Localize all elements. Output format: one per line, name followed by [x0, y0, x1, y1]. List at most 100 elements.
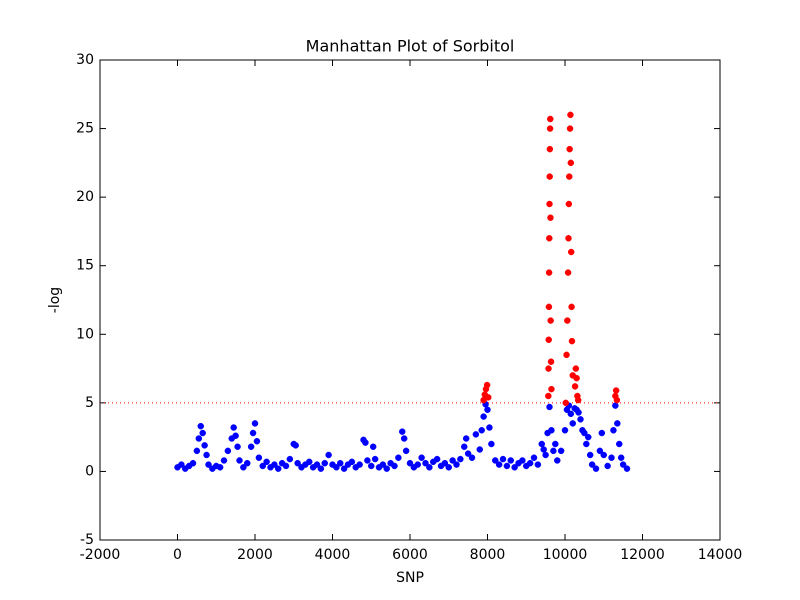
- point: [240, 464, 247, 471]
- point: [616, 440, 623, 448]
- point: [548, 427, 555, 434]
- point: [253, 438, 261, 445]
- point: [566, 173, 573, 180]
- point: [596, 447, 604, 455]
- point: [588, 461, 596, 468]
- point: [495, 461, 503, 468]
- point: [453, 461, 460, 468]
- point: [574, 396, 582, 404]
- point: [586, 451, 594, 459]
- point: [216, 464, 224, 471]
- point: [598, 429, 606, 437]
- point: [583, 440, 590, 448]
- point: [484, 406, 491, 413]
- point: [545, 336, 552, 344]
- point: [464, 450, 472, 457]
- point: [337, 459, 344, 467]
- point: [545, 303, 553, 311]
- point: [507, 457, 514, 464]
- point: [548, 385, 555, 393]
- point: [562, 399, 570, 407]
- point: [462, 435, 470, 442]
- point: [220, 457, 228, 464]
- x-tick-label: 6000: [392, 547, 428, 563]
- point: [545, 392, 552, 400]
- point: [364, 457, 371, 464]
- point: [286, 455, 294, 463]
- point: [422, 459, 429, 467]
- x-tick-label: 2000: [237, 547, 273, 563]
- point: [483, 381, 491, 389]
- point: [554, 457, 561, 464]
- point: [585, 433, 592, 441]
- y-tick-label: -5: [80, 532, 94, 548]
- point: [563, 351, 570, 359]
- point: [581, 429, 588, 437]
- point: [614, 420, 621, 427]
- point: [552, 440, 559, 448]
- point: [478, 427, 485, 434]
- point: [575, 409, 582, 416]
- point: [426, 464, 433, 471]
- point: [485, 394, 492, 401]
- point: [406, 459, 414, 467]
- point: [199, 429, 206, 437]
- point: [259, 462, 266, 470]
- point: [472, 431, 480, 438]
- point: [564, 269, 572, 276]
- point: [234, 443, 241, 450]
- point: [565, 235, 572, 242]
- x-tick-label: -2000: [80, 547, 121, 563]
- x-tick-label: 12000: [620, 547, 665, 563]
- point: [568, 337, 576, 345]
- point: [566, 145, 573, 153]
- point: [402, 447, 410, 455]
- point: [414, 461, 421, 468]
- point: [418, 454, 425, 461]
- point: [247, 443, 255, 450]
- point: [189, 459, 197, 467]
- point: [526, 459, 534, 467]
- point: [571, 383, 579, 390]
- y-tick-label: 5: [85, 395, 94, 411]
- point: [197, 422, 204, 430]
- point: [313, 461, 321, 468]
- point: [546, 125, 554, 132]
- point: [612, 402, 619, 409]
- point: [547, 358, 555, 365]
- point: [567, 159, 575, 167]
- point: [564, 317, 571, 324]
- point: [557, 447, 565, 455]
- point: [550, 447, 557, 455]
- point: [399, 428, 406, 435]
- y-tick-label: 15: [76, 258, 94, 274]
- point: [608, 454, 615, 461]
- y-tick-label: 10: [76, 326, 94, 342]
- point: [193, 447, 201, 455]
- point: [569, 420, 576, 427]
- y-tick-label: 0: [85, 463, 94, 479]
- point: [530, 454, 538, 461]
- point: [205, 461, 212, 468]
- point: [503, 462, 511, 470]
- point: [572, 365, 580, 372]
- point: [534, 461, 542, 468]
- point: [321, 459, 328, 467]
- point: [441, 459, 449, 467]
- point: [391, 462, 398, 470]
- point: [433, 455, 441, 463]
- point: [379, 461, 387, 468]
- x-tick-label: 14000: [698, 547, 743, 563]
- point: [573, 374, 580, 382]
- point: [565, 200, 573, 208]
- point: [577, 416, 584, 423]
- point: [604, 462, 611, 470]
- point: [368, 462, 375, 470]
- point: [317, 465, 325, 472]
- y-tick-label: 30: [76, 52, 94, 68]
- x-tick-label: 8000: [470, 547, 506, 563]
- point: [567, 410, 575, 418]
- point: [613, 396, 621, 404]
- point: [395, 454, 402, 461]
